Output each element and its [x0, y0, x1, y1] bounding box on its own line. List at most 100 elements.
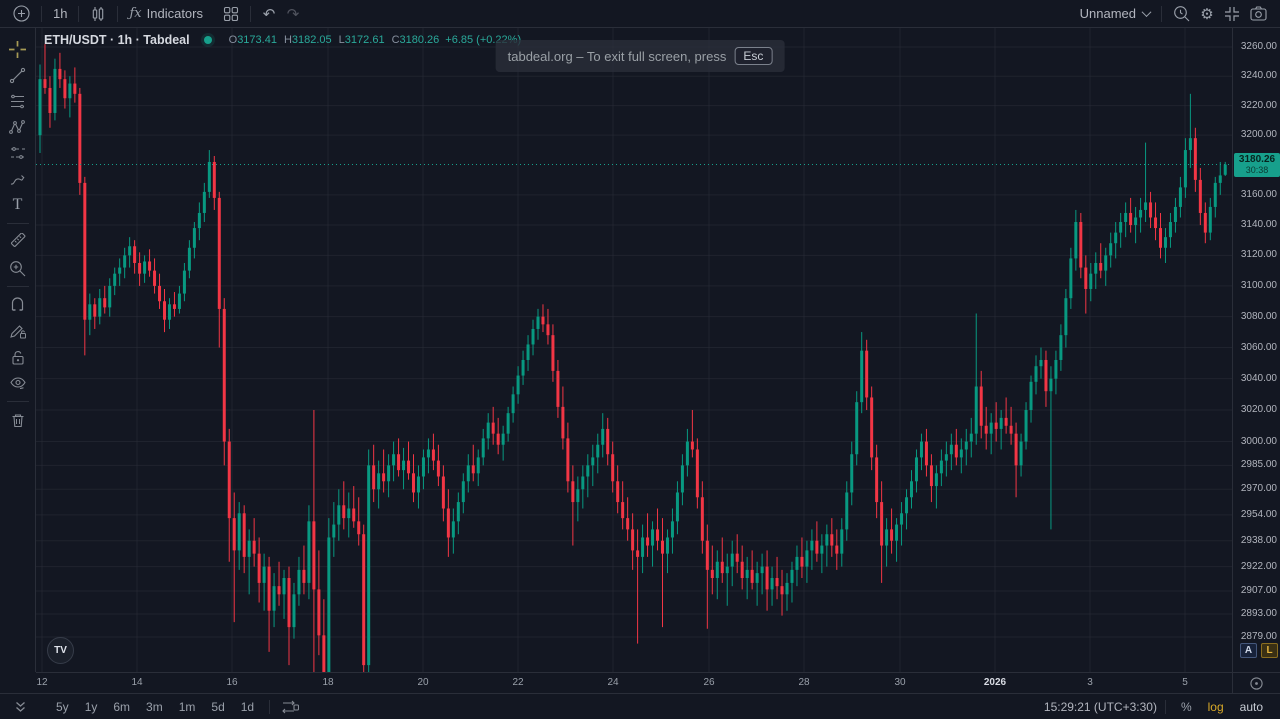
camera-icon	[1250, 6, 1267, 21]
time-tick-label: 30	[894, 677, 906, 688]
price-tick-label: 3000.00	[1240, 435, 1277, 447]
tradingview-logo[interactable]: TV	[47, 637, 74, 664]
price-tick-label: 3120.00	[1240, 249, 1277, 261]
gear-icon: ⚙	[1200, 5, 1214, 23]
range-button-3m[interactable]: 3m	[146, 699, 163, 714]
price-tick-label: 3040.00	[1240, 372, 1277, 384]
price-tick-label: 3160.00	[1240, 188, 1277, 200]
go-to-date-button[interactable]	[278, 698, 303, 716]
price-tick-label: 3020.00	[1240, 404, 1277, 416]
candles-icon	[93, 6, 104, 21]
zoom-in-tool-button[interactable]	[4, 255, 32, 281]
text-tool-icon: T	[12, 196, 23, 213]
high-value: 3182.05	[291, 34, 332, 46]
time-axis[interactable]: 12 14 16 18 20 22 24 26 28 30 2026 3 5	[36, 672, 1232, 693]
top-toolbar-left: 1h ƒx Indicators ↶ ↷	[8, 0, 305, 27]
pencil-lock-icon	[9, 324, 26, 338]
time-tick-label: 5	[1182, 677, 1188, 688]
symbol-title[interactable]: ETH/USDT · 1h · Tabdeal	[44, 33, 190, 47]
time-tick-label: 2026	[983, 677, 1007, 688]
price-axis[interactable]: 3180.26 30:38 A L 3260.00 3240.00 3220.00 3…	[1232, 28, 1280, 672]
brush-tool-button[interactable]	[4, 166, 32, 192]
price-tick-label: 2893.00	[1240, 607, 1277, 619]
range-button-5d[interactable]: 5d	[211, 699, 225, 714]
settings-button[interactable]: ⚙	[1195, 2, 1219, 26]
range-button-1d[interactable]: 1d	[240, 699, 255, 714]
high-label: H	[283, 34, 292, 46]
time-tick-label: 20	[417, 677, 429, 688]
auto-scale-badge[interactable]: A	[1240, 643, 1257, 658]
redo-button[interactable]: ↷	[281, 2, 305, 26]
time-tick-label: 16	[226, 677, 238, 688]
interval-button[interactable]: 1h	[53, 6, 68, 21]
price-tick-label: 2938.00	[1240, 534, 1277, 546]
low-label: L	[338, 34, 345, 46]
indicators-button[interactable]: ƒx Indicators	[124, 2, 208, 26]
toolbar-divider	[6, 286, 29, 287]
log-scale-button[interactable]: log	[1207, 699, 1224, 714]
undo-button[interactable]: ↶	[257, 2, 281, 26]
fib-retracement-icon	[11, 94, 24, 108]
prediction-tool-button[interactable]	[4, 140, 32, 166]
toast-message: tabdeal.org – To exit full screen, press	[507, 48, 727, 64]
last-price-value: 3180.26	[1238, 153, 1276, 165]
price-tick-label: 3140.00	[1240, 219, 1277, 231]
auto-scale-button[interactable]: auto	[1239, 699, 1263, 714]
bottom-toolbar: 5y 1y 6m 3m 1m 5d 1d 15:29:21 (UTC+3:30) % log…	[0, 693, 1280, 719]
hide-all-drawings-button[interactable]	[4, 370, 32, 396]
trend-line-tool-button[interactable]	[4, 62, 32, 88]
price-tick-label: 2954.00	[1240, 508, 1277, 520]
layout-name-label: Unnamed	[1079, 6, 1136, 21]
text-tool-button[interactable]: T	[4, 192, 32, 218]
time-tick-label: 22	[512, 677, 524, 688]
exit-fullscreen-icon	[1225, 6, 1239, 21]
toolbar-separator	[78, 5, 80, 22]
fx-icon: ƒx	[129, 6, 142, 21]
toolbar-separator	[1164, 699, 1166, 714]
remove-drawings-button[interactable]	[4, 407, 32, 433]
range-button-5y[interactable]: 5y	[56, 699, 69, 714]
low-value: 3172.61	[344, 34, 385, 46]
toolbar-separator	[269, 699, 271, 714]
range-button-1m[interactable]: 1m	[178, 699, 196, 714]
percent-scale-button[interactable]: %	[1180, 699, 1192, 714]
chart-style-button[interactable]	[85, 2, 111, 26]
open-value: 3173.41	[237, 34, 277, 46]
exit-fullscreen-button[interactable]	[1219, 2, 1245, 26]
layout-name-menu[interactable]: Unnamed	[1075, 2, 1155, 26]
pattern-tool-button[interactable]	[4, 114, 32, 140]
crosshair-tool-button[interactable]	[4, 36, 32, 62]
prediction-measure-icon	[10, 146, 25, 159]
log-scale-badge[interactable]: L	[1261, 643, 1278, 658]
crosshair-icon	[9, 40, 26, 58]
time-tick-label: 18	[322, 677, 334, 688]
layout-grid-button[interactable]	[218, 2, 244, 26]
price-tick-label: 2922.00	[1240, 560, 1277, 572]
price-tick-label: 3060.00	[1240, 341, 1277, 353]
symbol-add-button[interactable]	[8, 2, 35, 26]
double-chevron-down-icon	[16, 701, 25, 712]
measure-tool-button[interactable]	[4, 229, 32, 255]
price-tick-label: 3260.00	[1240, 41, 1277, 52]
trend-line-icon	[9, 67, 26, 83]
time-tick-label: 28	[798, 677, 810, 688]
clock-label[interactable]: 15:29:21 (UTC+3:30)	[1043, 699, 1157, 714]
collapse-toolbar-button[interactable]	[10, 699, 31, 715]
price-tick-label: 3200.00	[1240, 129, 1277, 141]
go-to-realtime-icon[interactable]	[1249, 676, 1264, 691]
range-button-6m[interactable]: 6m	[113, 699, 131, 714]
range-button-1y[interactable]: 1y	[84, 699, 98, 714]
lock-all-drawings-button[interactable]	[4, 344, 32, 370]
price-tick-label: 2879.00	[1240, 631, 1277, 642]
quick-search-button[interactable]	[1168, 2, 1195, 26]
snapshot-button[interactable]	[1245, 2, 1272, 26]
drawing-mode-button[interactable]	[4, 318, 32, 344]
chevron-down-icon	[1141, 7, 1152, 18]
fib-retracement-tool-button[interactable]	[4, 88, 32, 114]
price-tick-label: 3100.00	[1240, 279, 1277, 291]
magnet-mode-button[interactable]	[4, 292, 32, 318]
toolbar-divider	[6, 401, 29, 402]
ruler-icon	[10, 233, 25, 247]
magnet-icon	[11, 296, 24, 311]
